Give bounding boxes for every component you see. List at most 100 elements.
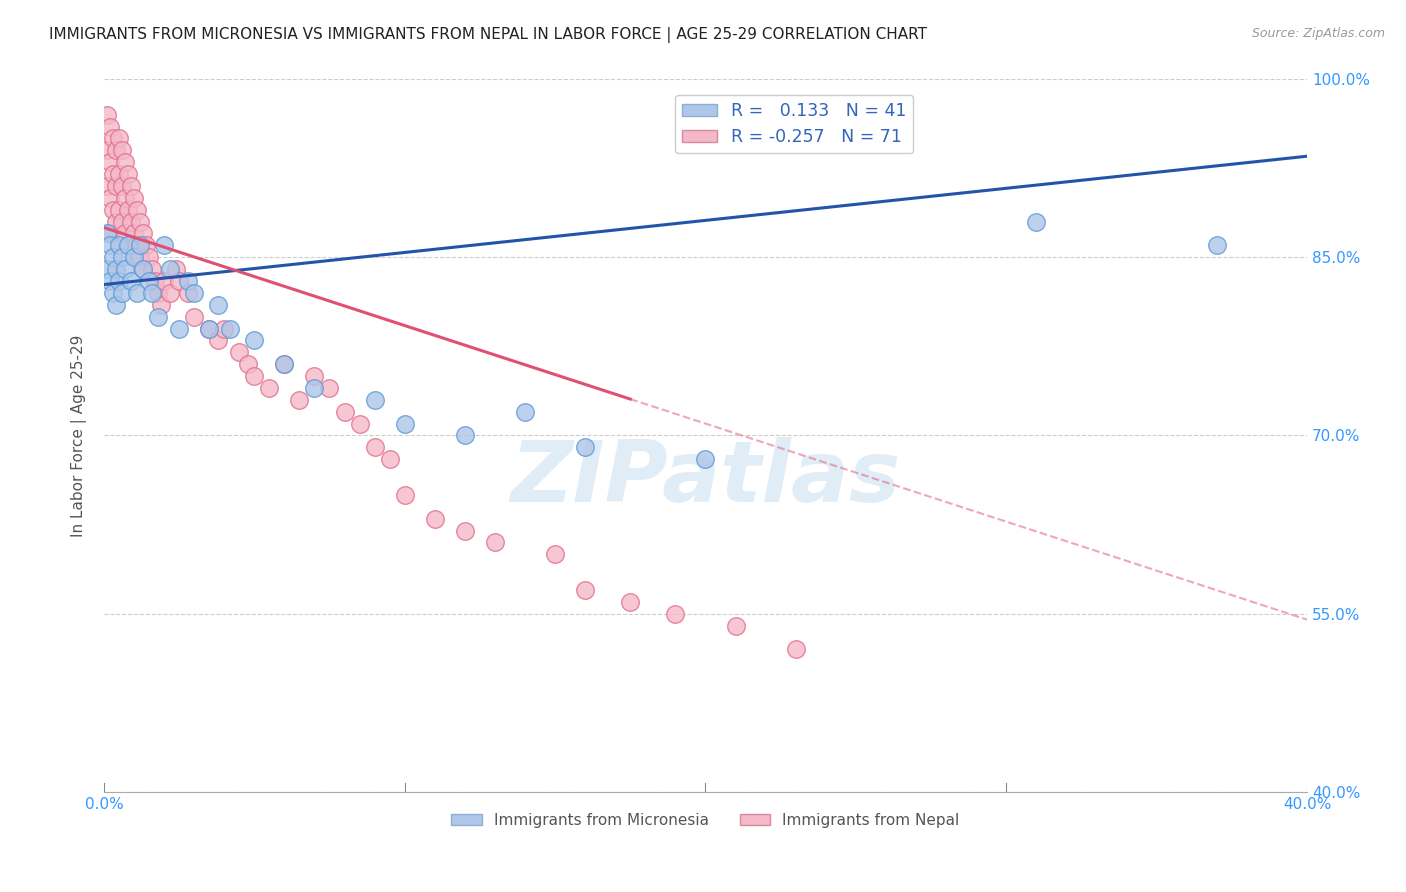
Point [724,618,747,632]
Point [96,178,118,193]
Point [619,595,641,609]
Point [207,298,229,312]
Point [394,488,416,502]
Point [153,274,176,288]
Point [141,285,163,300]
Point [378,452,401,467]
Point [228,345,250,359]
Text: IMMIGRANTS FROM MICRONESIA VS IMMIGRANTS FROM NEPAL IN LABOR FORCE | AGE 25-29 C: IMMIGRANTS FROM MICRONESIA VS IMMIGRANTS… [49,27,927,43]
Point [98,120,121,134]
Point [104,262,127,277]
Point [1205,238,1227,252]
Point [114,262,136,277]
Point [304,369,326,384]
Text: ZIPatlas: ZIPatlas [510,437,901,520]
Point [198,321,221,335]
Y-axis label: In Labor Force | Age 25-29: In Labor Force | Age 25-29 [72,334,87,537]
Point [219,321,242,335]
Point [108,167,131,181]
Point [101,250,124,264]
Point [207,334,229,348]
Point [153,238,176,252]
Point [574,582,596,597]
Point [111,178,134,193]
Point [513,405,536,419]
Point [146,285,169,300]
Point [423,511,446,525]
Point [96,143,118,157]
Point [150,298,173,312]
Point [111,143,134,157]
Point [129,238,152,252]
Point [484,535,506,549]
Point [120,274,142,288]
Point [159,262,181,277]
Point [273,357,295,371]
Point [122,227,145,241]
Point [129,214,152,228]
Point [273,357,295,371]
Point [98,274,121,288]
Point [183,310,205,324]
Point [104,214,127,228]
Point [138,274,160,288]
Point [96,227,118,241]
Point [114,227,136,241]
Point [143,274,166,288]
Point [695,452,717,467]
Point [101,285,124,300]
Point [125,285,148,300]
Point [198,321,221,335]
Point [98,227,121,241]
Point [132,262,155,277]
Point [117,167,139,181]
Point [135,238,157,252]
Point [159,285,181,300]
Point [333,405,356,419]
Point [785,642,807,657]
Point [574,441,596,455]
Point [454,524,477,538]
Point [183,285,205,300]
Point [114,155,136,169]
Point [96,108,118,122]
Point [259,381,281,395]
Point [146,310,169,324]
Point [349,417,371,431]
Point [125,202,148,217]
Point [454,428,477,442]
Point [98,238,121,252]
Point [394,417,416,431]
Point [132,262,155,277]
Point [165,262,187,277]
Text: Source: ZipAtlas.com: Source: ZipAtlas.com [1251,27,1385,40]
Point [120,214,142,228]
Point [664,607,686,621]
Point [167,321,190,335]
Point [318,381,340,395]
Point [104,298,127,312]
Point [132,227,155,241]
Point [104,178,127,193]
Point [101,131,124,145]
Point [122,191,145,205]
Point [177,274,200,288]
Point [138,250,160,264]
Point [167,274,190,288]
Point [544,547,567,561]
Point [1025,214,1047,228]
Point [108,238,131,252]
Point [111,250,134,264]
Point [101,167,124,181]
Point [243,334,266,348]
Point [111,285,134,300]
Point [111,214,134,228]
Point [238,357,260,371]
Point [304,381,326,395]
Point [108,131,131,145]
Point [98,155,121,169]
Point [363,392,385,407]
Point [114,191,136,205]
Point [129,250,152,264]
Point [120,178,142,193]
